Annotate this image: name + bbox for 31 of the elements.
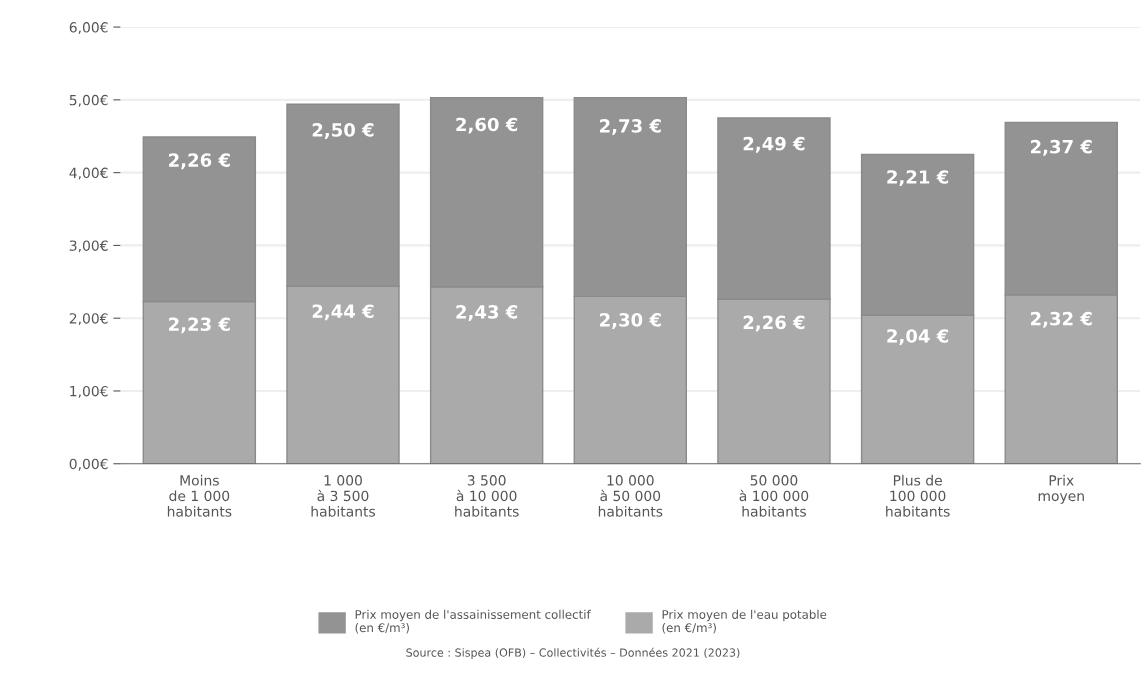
x-tick-label: Prix moyen bbox=[1038, 474, 1084, 504]
data-label: 2,32 € bbox=[1030, 311, 1092, 328]
x-tick-label: 1 000 à 3 500 habitants bbox=[311, 475, 376, 517]
y-tick-label: 1,00€ bbox=[70, 385, 108, 398]
data-label: 2,50 € bbox=[312, 123, 374, 140]
x-tick-label: Plus de 100 000 habitants bbox=[886, 474, 950, 517]
y-tick-label: 4,00€ bbox=[69, 167, 108, 180]
x-tick-label: 50 000 à 100 000 habitants bbox=[739, 475, 809, 517]
data-label: 2,04 € bbox=[887, 329, 949, 346]
data-label: 2,44 € bbox=[312, 304, 374, 321]
data-label: 2,26 € bbox=[169, 153, 230, 170]
data-label: 2,60 € bbox=[456, 117, 518, 134]
y-tick-label: 2,00€ bbox=[69, 313, 108, 326]
legend-label: Prix moyen de l'eau potable (en €/m³) bbox=[662, 609, 827, 634]
x-tick-label: 10 000 à 50 000 habitants bbox=[598, 475, 663, 517]
data-label: 2,73 € bbox=[600, 119, 661, 136]
data-label: 2,26 € bbox=[743, 315, 805, 332]
y-tick-label: 6,00€ bbox=[69, 22, 108, 34]
data-label: 2,30 € bbox=[600, 313, 661, 330]
data-label: 2,37 € bbox=[1030, 139, 1092, 156]
x-tick-label: Moins de 1 000 habitants bbox=[167, 474, 232, 517]
y-tick-label: 3,00€ bbox=[69, 240, 108, 253]
legend-label: Prix moyen de l'assainissement collectif (en €/m³) bbox=[355, 609, 591, 634]
x-tick-label: 3 500 à 10 000 habitants bbox=[455, 475, 519, 517]
data-label: 2,23 € bbox=[169, 317, 230, 334]
data-label: 2,43 € bbox=[456, 305, 518, 321]
y-tick-label: 0,00€ bbox=[69, 458, 108, 471]
data-label: 2,21 € bbox=[887, 170, 949, 187]
data-label: 2,49 € bbox=[743, 136, 805, 153]
source-note: Source : Sispea (OFB) – Collectivités – Données 2021 (2023) bbox=[406, 647, 740, 659]
y-tick-label: 5,00€ bbox=[69, 94, 108, 107]
